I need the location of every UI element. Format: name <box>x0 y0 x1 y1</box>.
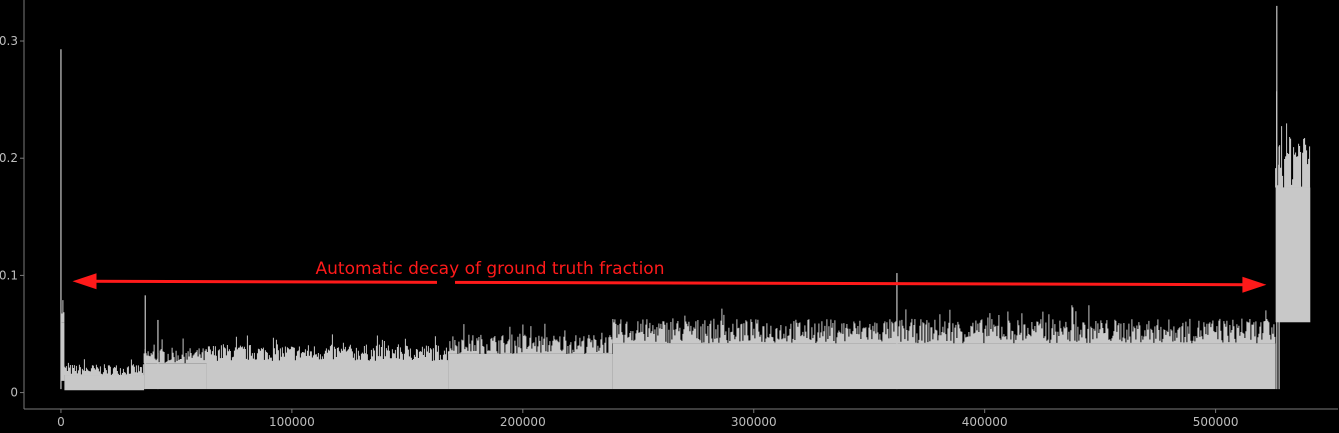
series-band <box>60 322 65 381</box>
x-tick-label: 0 <box>57 415 65 429</box>
y-tick-label: 0 <box>10 386 18 400</box>
plot-area <box>60 91 1311 391</box>
series-fringe <box>448 323 613 354</box>
series-band <box>64 375 145 391</box>
annotation-arrowhead-left <box>72 273 97 290</box>
series-fringe <box>63 359 144 375</box>
y-tick-label: 0.2 <box>0 151 18 165</box>
annotation-arrow-shaft-left <box>86 279 438 284</box>
spikes-layer <box>60 5 1280 390</box>
x-tick-label: 100000 <box>269 415 315 429</box>
x-tick-label: 500000 <box>1193 415 1239 429</box>
annotation-text: Automatic decay of ground truth fraction <box>316 259 665 279</box>
annotation-arrowhead-right <box>1242 276 1267 293</box>
x-tick-label: 300000 <box>731 415 777 429</box>
annotation-arrow-shaft-right <box>454 280 1253 287</box>
series-band <box>206 360 449 390</box>
series-band <box>612 343 1276 390</box>
series-band <box>1275 187 1311 323</box>
series-fringe <box>61 300 65 323</box>
series-band <box>144 363 207 390</box>
series-band <box>448 353 613 390</box>
series-fringe <box>612 305 1276 344</box>
x-tick-label: 200000 <box>500 415 546 429</box>
series-fringe <box>205 334 449 361</box>
y-tick-label: 0.3 <box>0 34 18 48</box>
y-tick-label: 0.1 <box>0 268 18 282</box>
annotation-layer: Automatic decay of ground truth fraction <box>72 259 1267 293</box>
x-tick-label: 400000 <box>962 415 1008 429</box>
